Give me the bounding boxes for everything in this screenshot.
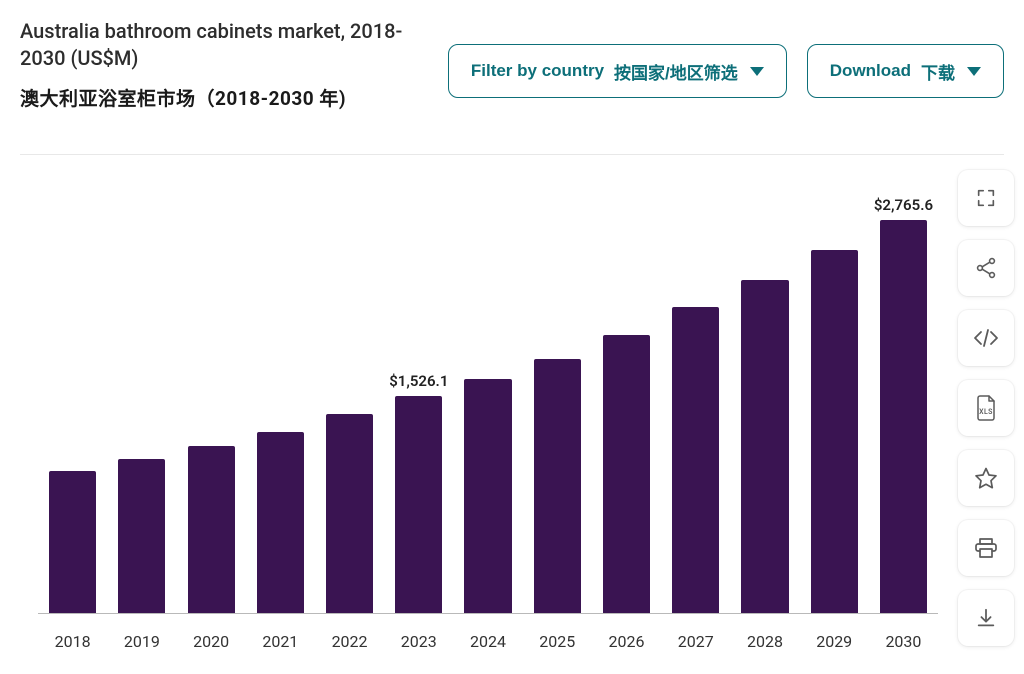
bar-slot bbox=[800, 172, 869, 614]
bars-container: $1,526.1 $2,765.6 bbox=[38, 172, 938, 614]
filter-by-country-button[interactable]: Filter by country 按国家/地区筛选 bbox=[448, 44, 787, 98]
share-icon bbox=[974, 256, 998, 280]
bar[interactable] bbox=[672, 307, 719, 614]
filter-label-en: Filter by country bbox=[471, 61, 604, 81]
title-zh: 澳大利亚浴室柜市场（2018-2030 年) bbox=[20, 84, 424, 111]
x-tick-label: 2022 bbox=[315, 620, 384, 660]
bar[interactable] bbox=[811, 250, 858, 614]
favorite-button[interactable] bbox=[958, 450, 1014, 506]
x-tick-label: 2019 bbox=[107, 620, 176, 660]
x-tick-label: 2029 bbox=[800, 620, 869, 660]
value-label: $2,765.6 bbox=[862, 196, 945, 220]
star-icon bbox=[974, 466, 998, 490]
bar[interactable] bbox=[464, 379, 511, 614]
bar-slot bbox=[730, 172, 799, 614]
title-block: Australia bathroom cabinets market, 2018… bbox=[20, 18, 424, 111]
svg-text:XLS: XLS bbox=[979, 408, 993, 416]
x-tick-label: 2023 bbox=[384, 620, 453, 660]
bar-slot: $1,526.1 bbox=[384, 172, 453, 614]
bar[interactable] bbox=[257, 432, 304, 615]
x-axis-labels: 2018201920202021202220232024202520262027… bbox=[38, 620, 938, 660]
export-xls-button[interactable]: XLS bbox=[958, 380, 1014, 436]
header: Australia bathroom cabinets market, 2018… bbox=[20, 18, 1010, 111]
bar-slot bbox=[523, 172, 592, 614]
x-tick-label: 2024 bbox=[453, 620, 522, 660]
download-image-button[interactable] bbox=[958, 590, 1014, 646]
download-label-zh: 下载 bbox=[921, 59, 955, 84]
x-tick-label: 2018 bbox=[38, 620, 107, 660]
fullscreen-button[interactable] bbox=[958, 170, 1014, 226]
page-root: Australia bathroom cabinets market, 2018… bbox=[0, 0, 1024, 674]
share-button[interactable] bbox=[958, 240, 1014, 296]
x-tick-label: 2021 bbox=[246, 620, 315, 660]
download-label-en: Download bbox=[830, 61, 911, 81]
bar[interactable] bbox=[326, 414, 373, 614]
chevron-down-icon bbox=[967, 67, 981, 76]
value-label: $1,526.1 bbox=[377, 372, 460, 396]
x-tick-label: 2027 bbox=[661, 620, 730, 660]
x-tick-label: 2025 bbox=[523, 620, 592, 660]
x-tick-label: 2020 bbox=[176, 620, 245, 660]
x-tick-label: 2026 bbox=[592, 620, 661, 660]
bar-slot bbox=[315, 172, 384, 614]
bar[interactable] bbox=[603, 335, 650, 614]
bar-slot bbox=[661, 172, 730, 614]
bar-slot bbox=[38, 172, 107, 614]
bar-slot bbox=[453, 172, 522, 614]
print-button[interactable] bbox=[958, 520, 1014, 576]
embed-code-button[interactable] bbox=[958, 310, 1014, 366]
print-icon bbox=[974, 536, 998, 560]
bar-slot bbox=[107, 172, 176, 614]
bar-slot bbox=[592, 172, 661, 614]
bar[interactable] bbox=[49, 471, 96, 614]
bar[interactable] bbox=[395, 396, 442, 614]
filter-label-zh: 按国家/地区筛选 bbox=[614, 59, 738, 84]
chart-toolbar: XLS bbox=[958, 170, 1014, 646]
bar[interactable] bbox=[880, 220, 927, 614]
bar[interactable] bbox=[118, 459, 165, 614]
bar[interactable] bbox=[534, 359, 581, 614]
fullscreen-icon bbox=[975, 187, 997, 209]
download-button[interactable]: Download 下载 bbox=[807, 44, 1004, 98]
x-tick-label: 2028 bbox=[730, 620, 799, 660]
title-en: Australia bathroom cabinets market, 2018… bbox=[20, 18, 424, 72]
code-icon bbox=[973, 327, 999, 349]
x-tick-label: 2030 bbox=[869, 620, 938, 660]
chart-area: $1,526.1$2,765.6 20182019202020212022202… bbox=[20, 154, 944, 660]
bar-chart: $1,526.1 $2,765.6 bbox=[38, 172, 938, 614]
bar-slot: $2,765.6 bbox=[869, 172, 938, 614]
chevron-down-icon bbox=[750, 67, 764, 76]
divider bbox=[20, 154, 1004, 155]
x-axis-line bbox=[38, 613, 938, 614]
download-icon bbox=[975, 607, 997, 629]
bar-slot bbox=[176, 172, 245, 614]
header-buttons: Filter by country 按国家/地区筛选 Download 下载 bbox=[448, 18, 1010, 98]
xls-icon: XLS bbox=[974, 394, 998, 422]
bar[interactable] bbox=[741, 280, 788, 614]
bar-slot bbox=[246, 172, 315, 614]
bar[interactable] bbox=[188, 446, 235, 614]
